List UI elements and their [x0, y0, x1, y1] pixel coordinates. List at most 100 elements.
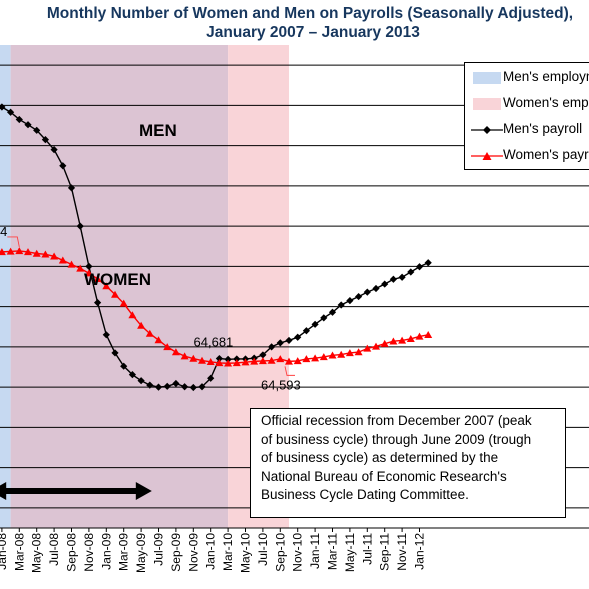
men-payroll-point [337, 301, 345, 309]
women-payroll-point [311, 354, 320, 362]
women-payroll-point [137, 321, 146, 329]
recession-arrow-head-left [0, 482, 7, 500]
legend-item-men-shading: Men's employment shading [465, 65, 589, 91]
women-payroll-point [398, 336, 407, 344]
recession-arrow [0, 482, 152, 500]
recession-note-line: National Bureau of Economic Research's [261, 468, 507, 484]
men-payroll-point [346, 296, 354, 305]
women-payroll-point [93, 275, 102, 283]
x-tick-label: Mar-09 [117, 533, 131, 571]
women-series-label: WOMEN [84, 270, 151, 289]
annotations: 67,384 64,681 64,593 MEN WOMEN [0, 121, 301, 392]
legend-label-women-shading: Women's employment shading [503, 95, 589, 110]
women-payroll-point [232, 359, 241, 367]
women-payroll-point [354, 348, 363, 356]
women-payroll-point [302, 355, 311, 363]
women-payroll-point [250, 357, 259, 365]
women-payroll-point [111, 290, 119, 298]
x-tick-label: Sep-10 [273, 533, 287, 572]
men-payroll-point [294, 333, 302, 341]
women-payroll-point [32, 249, 41, 257]
women-payroll-point [337, 350, 346, 358]
chart-title-line1: Monthly Number of Women and Men on Payro… [46, 5, 574, 22]
men-series-label: MEN [139, 121, 177, 140]
men-payroll-point [233, 355, 241, 363]
women-payroll-point [258, 357, 267, 365]
women-series [0, 247, 433, 367]
x-tick-label: Sep-11 [378, 533, 392, 571]
men-trough-label: 64,681 [194, 335, 234, 350]
women-payroll-point [206, 357, 215, 365]
men-payroll-point [424, 259, 432, 267]
x-axis: Sep-07Nov-07Jan-08Mar-08May-08Jul-08Sep-… [0, 527, 589, 573]
men-payroll-point [67, 184, 76, 192]
women-peak-label: 67,384 [0, 224, 7, 239]
men-payroll-point [7, 108, 15, 116]
women-payroll-point [84, 269, 93, 277]
men-payroll-point [94, 299, 102, 307]
men-payroll-point [163, 382, 171, 390]
men-payroll-point [41, 135, 49, 144]
legend-item-women-shading: Women's employment shading [465, 91, 589, 117]
women-payroll-point [41, 250, 50, 258]
x-tick-label: Jan-11 [308, 533, 322, 569]
legend-marker-women [471, 152, 503, 160]
women-payroll-point [363, 344, 372, 352]
men-payroll-point [320, 314, 328, 322]
women-payroll-point [163, 343, 172, 351]
chart-title-line2: January 2007 – January 2013 [206, 24, 420, 41]
recession-note-line: Business Cycle Dating Committee. [261, 487, 469, 502]
men-payroll-point [120, 362, 128, 370]
legend-label-women-payroll: Women's payroll [503, 147, 589, 162]
women-payroll-point [58, 256, 67, 264]
men-payroll-point [0, 103, 6, 111]
women-payroll-point [276, 355, 285, 363]
x-tick-label: Sep-08 [65, 533, 79, 572]
men-payroll-point [381, 280, 389, 288]
x-tick-label: May-10 [239, 533, 253, 573]
women-payroll-point [67, 260, 76, 268]
men-payroll-point [276, 339, 284, 347]
men-payroll-point [50, 146, 58, 154]
women-payroll-point [285, 357, 293, 365]
women-payroll-point [145, 329, 154, 337]
women-payroll-point [6, 247, 15, 255]
women-payroll-point [198, 356, 206, 364]
x-tick-label: May-08 [30, 533, 44, 573]
chart-title: Monthly Number of Women and Men on Payro… [0, 4, 589, 42]
women-payroll-point [76, 264, 85, 272]
men-payroll-point [302, 327, 310, 335]
women-payroll-point [189, 354, 198, 362]
legend-item-men-payroll: Men's payroll [465, 117, 589, 143]
women-payroll-point [389, 337, 398, 345]
x-tick-label: May-11 [343, 533, 357, 572]
overlap-shading-region [10, 45, 229, 528]
men-payroll-point [215, 354, 223, 363]
women-payroll-point [328, 351, 337, 359]
men-payroll-point [259, 351, 267, 359]
men-payroll-point [189, 383, 197, 392]
men-payroll-point [355, 292, 363, 301]
men-payroll-point [207, 374, 215, 382]
x-tick-label: Nov-08 [82, 533, 96, 572]
x-tick-label: Jul-09 [152, 533, 166, 566]
women-payroll-point [345, 349, 354, 357]
women-payroll-point [241, 358, 250, 366]
men-payroll-point [415, 263, 424, 271]
x-tick-label: Jan-08 [0, 533, 9, 570]
men-payroll-point [198, 383, 206, 391]
women-payroll-point [215, 359, 224, 367]
men-payroll-point [224, 355, 232, 363]
legend-marker-men [471, 126, 503, 134]
women-payroll-point [119, 299, 128, 307]
x-tick-label: Sep-09 [169, 533, 183, 572]
men-payroll-point [111, 349, 119, 357]
x-tick-label: Jan-10 [204, 533, 218, 570]
women-payroll-point [224, 359, 233, 367]
x-tick-label: Mar-11 [326, 533, 340, 570]
legend: Men's employment shading Women's employm… [464, 62, 589, 170]
x-tick-label: Jul-08 [47, 533, 61, 566]
men-payroll-point [398, 273, 406, 281]
men-payroll-point [285, 336, 293, 345]
men-payroll-point [154, 383, 163, 391]
